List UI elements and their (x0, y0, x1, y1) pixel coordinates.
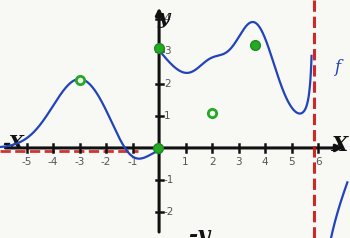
Text: 2: 2 (209, 157, 216, 167)
Text: 2: 2 (164, 79, 170, 89)
Text: X: X (331, 135, 348, 155)
Text: 3: 3 (235, 157, 242, 167)
Text: 4: 4 (262, 157, 268, 167)
Text: -5: -5 (21, 157, 32, 167)
Text: -y: -y (188, 225, 210, 238)
Text: y: y (158, 8, 170, 28)
Text: 5: 5 (288, 157, 295, 167)
Text: 1: 1 (164, 111, 170, 121)
Text: -X: -X (2, 135, 24, 153)
Text: f: f (334, 59, 340, 76)
Text: -4: -4 (48, 157, 58, 167)
Text: -2: -2 (101, 157, 111, 167)
Text: -2: -2 (164, 207, 174, 217)
Text: -3: -3 (74, 157, 85, 167)
Text: 1: 1 (182, 157, 189, 167)
Text: -1: -1 (164, 175, 174, 185)
Text: 3: 3 (164, 46, 170, 56)
Text: 6: 6 (315, 157, 322, 167)
Text: -1: -1 (127, 157, 138, 167)
Text: 4: 4 (164, 14, 170, 24)
